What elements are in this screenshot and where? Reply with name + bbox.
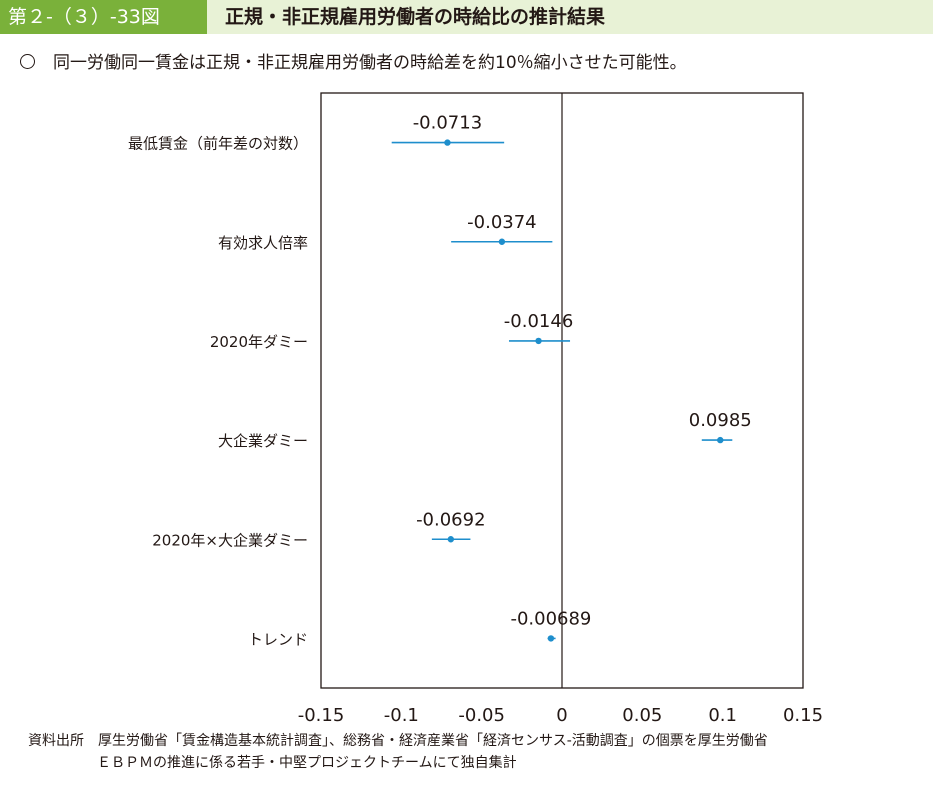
estimate-point [717,436,724,444]
estimate-point [535,337,542,345]
figure-title-box: 正規・非正規雇用労働者の時給比の推計結果 [207,0,933,34]
data-label: 0.0985 [689,410,752,431]
data-label: -0.0713 [413,113,482,134]
data-label: -0.0374 [467,212,536,233]
x-tick-label: 0.05 [622,705,662,726]
category-label: 大企業ダミー [218,432,308,450]
bullet-circle-icon [20,54,35,69]
estimate-point [498,238,506,245]
figure-title: 正規・非正規雇用労働者の時給比の推計結果 [225,6,606,28]
x-tick-label: -0.15 [298,705,345,726]
x-tick-label: -0.1 [384,705,419,726]
subtitle-text: 同一労働同一賃金は正規・非正規雇用労働者の時給差を約10％縮小させた可能性。 [53,53,687,73]
figure-number: 第２-（３）-33図 [0,0,207,34]
data-label: -0.00689 [510,608,591,629]
estimate-point [547,635,555,642]
source-note-line1: 資料出所 厚生労働省「賃金構造基本統計調査」、総務省・経済産業省「経済センサス‐… [28,733,768,749]
x-tick-label: 0 [556,705,567,726]
source-note-line2: ＥＢＰＭの推進に係る若手・中堅プロジェクトチームにて独自集計 [97,755,517,771]
category-label: 最低賃金（前年差の対数） [128,135,308,153]
estimate-point [444,139,451,146]
figure-header: 第２-（３）-33図 正規・非正規雇用労働者の時給比の推計結果 [0,0,933,34]
x-tick-label: -0.05 [458,705,505,726]
x-tick-label: 0.15 [783,705,823,726]
figure-subtitle: 同一労働同一賃金は正規・非正規雇用労働者の時給差を約10％縮小させた可能性。 [20,48,687,73]
x-tick-label: 0.1 [708,705,737,726]
data-label: -0.0692 [416,509,485,530]
category-label: トレンド [248,630,308,648]
category-label: 有効求人倍率 [218,234,308,252]
estimate-point [447,536,455,543]
category-label: 2020年×大企業ダミー [152,531,308,549]
category-label: 2020年ダミー [210,333,308,351]
data-label: -0.0146 [504,311,573,332]
